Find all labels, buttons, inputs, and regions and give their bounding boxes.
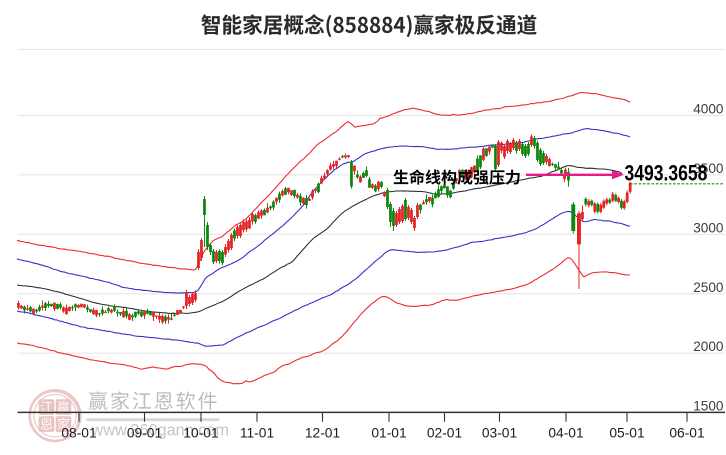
svg-text:09-01: 09-01	[127, 425, 162, 440]
svg-text:1500: 1500	[693, 398, 724, 413]
svg-text:12-01: 12-01	[305, 425, 340, 440]
svg-text:3493.3658: 3493.3658	[625, 162, 708, 187]
svg-text:03-01: 03-01	[482, 425, 517, 440]
svg-text:01-01: 01-01	[371, 425, 406, 440]
svg-text:10-01: 10-01	[183, 425, 218, 440]
svg-text:06-01: 06-01	[669, 425, 704, 440]
svg-text:www.360gann.com: www.360gann.com	[91, 421, 230, 439]
svg-text:4000: 4000	[693, 102, 724, 117]
svg-text:02-01: 02-01	[427, 425, 462, 440]
svg-text:08-01: 08-01	[61, 425, 96, 440]
svg-text:3000: 3000	[693, 220, 724, 235]
svg-text:04-01: 04-01	[548, 425, 583, 440]
svg-text:3500: 3500	[693, 161, 724, 176]
svg-text:11-01: 11-01	[240, 425, 274, 440]
svg-text:2000: 2000	[693, 339, 724, 354]
svg-text:2500: 2500	[693, 280, 724, 295]
svg-text:05-01: 05-01	[609, 425, 644, 440]
